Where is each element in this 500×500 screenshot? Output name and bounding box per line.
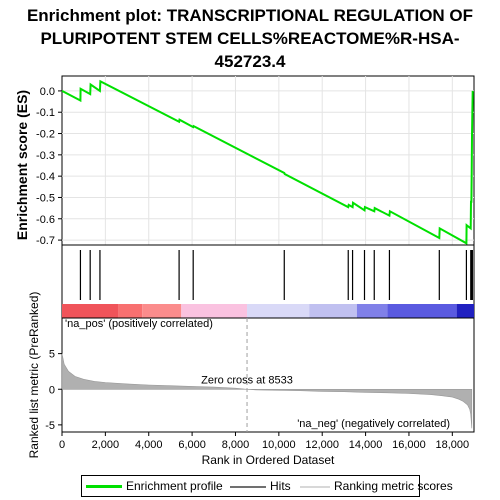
es-grid <box>62 76 474 255</box>
colorbar-segment <box>309 304 357 318</box>
es-ytick-label: -0.1 <box>36 107 55 119</box>
colorbar-segment <box>142 304 182 318</box>
legend-swatch-hits <box>230 485 266 488</box>
rank-x-ticks: 0 2,000 4,000 6,000 8,000 10,000 12,000 14,000 1… <box>59 432 469 451</box>
rank-xtick-label: 8,000 <box>222 439 250 451</box>
rank-plot-area <box>61 317 475 433</box>
chart-title-line-2: PLURIPOTENT STEM CELLS%REACTOME%R-HSA- <box>40 29 460 48</box>
legend-label-hits: Hits <box>270 479 291 493</box>
rank-xtick-label: 4,000 <box>135 439 163 451</box>
rank-x-axis-label: Rank in Ordered Dataset <box>202 453 335 467</box>
es-panel: 0.0 -0.1 -0.2 -0.3 -0.4 -0.5 -0.6 -0.7 Enrichme… <box>14 75 475 256</box>
rank-ytick-label: 0 <box>49 384 55 396</box>
legend: Enrichment profile Hits Ranking metric s… <box>81 475 453 497</box>
legend-item-ranking: Ranking metric scores <box>300 479 453 493</box>
es-y-axis-label: Enrichment score (ES) <box>14 90 30 240</box>
colorbar-segment <box>247 304 310 318</box>
es-ytick-label: -0.4 <box>36 171 55 183</box>
colorbar-segment <box>456 304 474 318</box>
rank-panel: 5 0 -5 0 2,000 4,000 6,000 8,000 10,000 12,000 14… <box>27 292 475 467</box>
rank-ytick-label: 5 <box>49 349 55 361</box>
enrichment-profile-line <box>61 79 474 245</box>
positive-correlation-label: 'na_pos' (positively correlated) <box>65 318 213 330</box>
chart-title-line-3: 452723.4 <box>214 52 286 71</box>
rank-xtick-label: 10,000 <box>262 439 296 451</box>
zero-cross-label: Zero cross at 8533 <box>201 374 293 386</box>
legend-item-enrichment: Enrichment profile <box>86 479 223 493</box>
rank-y-ticks: 5 0 -5 <box>45 349 62 432</box>
rank-y-axis-label: Ranked list metric (PreRanked) <box>27 292 41 459</box>
legend-swatch-enrichment <box>86 485 122 489</box>
es-ytick-label: 0.0 <box>40 86 55 98</box>
rank-ytick-label: -5 <box>45 420 55 432</box>
es-ytick-label: -0.5 <box>36 192 55 204</box>
rank-xtick-label: 0 <box>59 439 65 451</box>
hits-lines <box>79 250 473 300</box>
hits-panel <box>61 244 475 319</box>
legend-label-enrichment: Enrichment profile <box>126 479 223 493</box>
es-ytick-label: -0.7 <box>36 235 55 247</box>
legend-swatch-ranking <box>300 485 330 488</box>
rank-xtick-label: 12,000 <box>305 439 339 451</box>
es-ytick-label: -0.6 <box>36 214 55 226</box>
es-y-ticks: 0.0 -0.1 -0.2 -0.3 -0.4 -0.5 -0.6 -0.7 <box>36 86 62 247</box>
chart-title: Enrichment plot: TRANSCRIPTIONAL REGULAT… <box>0 4 500 73</box>
rank-xtick-label: 18,000 <box>435 439 469 451</box>
rank-xtick-label: 2,000 <box>92 439 120 451</box>
colorbar-segment <box>118 304 143 318</box>
legend-item-hits: Hits <box>230 479 291 493</box>
colorbar-segment <box>356 304 388 318</box>
legend-label-ranking: Ranking metric scores <box>334 479 453 493</box>
es-ytick-label: -0.2 <box>36 129 55 141</box>
es-ytick-label: -0.3 <box>36 150 55 162</box>
rank-xtick-label: 6,000 <box>178 439 206 451</box>
rank-xtick-label: 16,000 <box>392 439 426 451</box>
colorbar-segment <box>387 304 457 318</box>
negative-correlation-label: 'na_neg' (negatively correlated) <box>297 418 450 430</box>
ranking-metric-area <box>61 353 473 429</box>
colorbar-segment <box>62 304 119 318</box>
colorbar-segment <box>181 304 248 318</box>
rank-xtick-label: 14,000 <box>349 439 383 451</box>
chart-title-line-1: Enrichment plot: TRANSCRIPTIONAL REGULAT… <box>26 6 474 25</box>
rank-colorbar <box>62 304 474 318</box>
